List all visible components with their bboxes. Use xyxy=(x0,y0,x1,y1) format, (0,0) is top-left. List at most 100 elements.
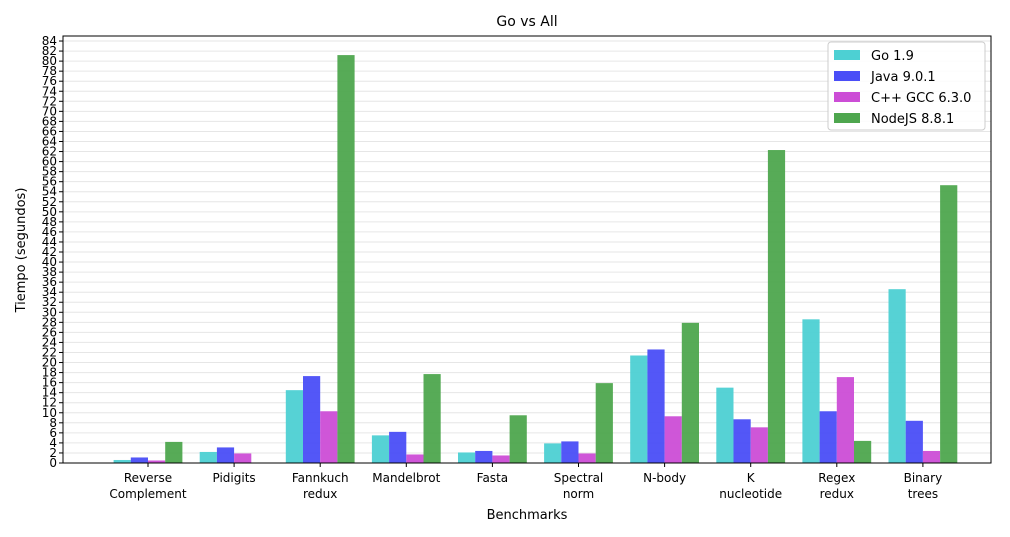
y-tick-label: 84 xyxy=(42,34,57,48)
bar xyxy=(802,319,820,463)
y-tick-label: 38 xyxy=(42,265,57,279)
bar xyxy=(458,452,476,463)
bar xyxy=(406,454,424,463)
y-tick-label: 40 xyxy=(42,255,57,269)
x-tick-label: N-body xyxy=(643,471,686,485)
x-axis: Reverse Complement Pidigits Fannkuch redux Ma… xyxy=(109,463,942,501)
legend-label: Java 9.0.1 xyxy=(870,70,936,85)
legend-swatch xyxy=(834,92,860,102)
y-tick-label: 58 xyxy=(42,165,57,179)
legend-swatch xyxy=(834,71,860,81)
y-tick-label: 0 xyxy=(49,456,57,470)
y-axis: 0246810121416182022242628303234363840424… xyxy=(42,34,63,470)
y-tick-label: 44 xyxy=(42,235,57,249)
y-tick-label: 66 xyxy=(42,124,57,138)
x-axis-label: Benchmarks xyxy=(487,508,568,523)
y-tick-label: 52 xyxy=(42,195,57,209)
y-tick-label: 2 xyxy=(49,446,57,460)
y-tick-label: 48 xyxy=(42,215,57,229)
bar xyxy=(922,450,941,463)
legend-label: C++ GCC 6.3.0 xyxy=(871,91,971,106)
y-tick-label: 30 xyxy=(42,305,57,319)
bar xyxy=(303,376,321,463)
y-tick-label: 4 xyxy=(49,436,57,450)
bar xyxy=(423,374,441,463)
y-tick-label: 32 xyxy=(42,295,57,309)
bar xyxy=(199,451,217,463)
y-tick-label: 72 xyxy=(42,94,57,108)
bar xyxy=(905,420,923,463)
bar xyxy=(234,453,252,463)
legend-swatch xyxy=(834,113,860,123)
legend-label: Go 1.9 xyxy=(871,49,914,64)
bar xyxy=(544,443,562,463)
bar xyxy=(819,411,837,463)
bar xyxy=(733,419,751,463)
bar xyxy=(113,459,131,463)
y-tick-label: 12 xyxy=(42,396,57,410)
y-axis-label: Tiempo (segundos) xyxy=(14,188,29,314)
legend: Go 1.9 Java 9.0.1 C++ GCC 6.3.0 NodeJS 8.8.… xyxy=(827,41,986,131)
bar xyxy=(854,440,872,463)
y-tick-label: 34 xyxy=(42,285,57,299)
bar xyxy=(716,387,734,463)
bar xyxy=(509,415,527,463)
y-tick-label: 80 xyxy=(42,54,57,68)
bar xyxy=(595,383,613,463)
x-tick-label: Pidigits xyxy=(213,471,256,485)
y-tick-label: 54 xyxy=(42,185,57,199)
bar xyxy=(630,355,648,463)
y-tick-label: 82 xyxy=(42,44,57,58)
x-tick-label: Binary trees xyxy=(904,471,943,501)
bar xyxy=(148,460,166,463)
plot-frame xyxy=(62,35,992,464)
y-tick-label: 14 xyxy=(42,386,57,400)
bar xyxy=(888,289,906,463)
y-tick-label: 28 xyxy=(42,315,57,329)
bar xyxy=(578,453,596,463)
y-tick-label: 50 xyxy=(42,205,57,219)
bar xyxy=(647,349,665,463)
y-tick-label: 26 xyxy=(42,325,57,339)
x-tick-label: Regex redux xyxy=(818,471,855,501)
y-tick-label: 60 xyxy=(42,155,57,169)
bar xyxy=(130,457,148,463)
bar xyxy=(475,450,493,463)
y-tick-label: 18 xyxy=(42,366,57,380)
bar xyxy=(681,322,699,463)
y-tick-label: 20 xyxy=(42,356,57,370)
y-tick-label: 36 xyxy=(42,275,57,289)
bar xyxy=(664,416,682,463)
bar-layer xyxy=(113,55,958,463)
y-tick-label: 16 xyxy=(42,376,57,390)
legend-label: NodeJS 8.8.1 xyxy=(871,112,954,127)
y-tick-label: 10 xyxy=(42,406,57,420)
x-tick-label: Reverse Complement xyxy=(109,471,186,501)
y-tick-label: 68 xyxy=(42,114,57,128)
y-tick-label: 74 xyxy=(42,84,57,98)
legend-box xyxy=(827,41,986,131)
y-tick-label: 42 xyxy=(42,245,57,259)
y-tick-label: 76 xyxy=(42,74,57,88)
bar xyxy=(337,55,355,463)
bar xyxy=(940,185,958,463)
bar xyxy=(836,377,854,463)
x-tick-label: Fannkuch redux xyxy=(292,471,349,501)
bar xyxy=(216,447,235,463)
chart-title: Go vs All xyxy=(496,14,557,30)
bar xyxy=(320,411,338,463)
legend-swatch xyxy=(834,50,860,60)
y-tick-label: 56 xyxy=(42,175,57,189)
bar xyxy=(767,150,786,463)
x-tick-label: Fasta xyxy=(477,471,508,485)
y-tick-label: 8 xyxy=(49,416,57,430)
bar xyxy=(389,431,407,463)
y-tick-label: 70 xyxy=(42,104,57,118)
x-tick-label: Mandelbrot xyxy=(372,471,440,485)
bar xyxy=(165,441,183,463)
y-tick-label: 22 xyxy=(42,345,57,359)
bar xyxy=(492,455,510,463)
y-tick-label: 24 xyxy=(42,335,57,349)
